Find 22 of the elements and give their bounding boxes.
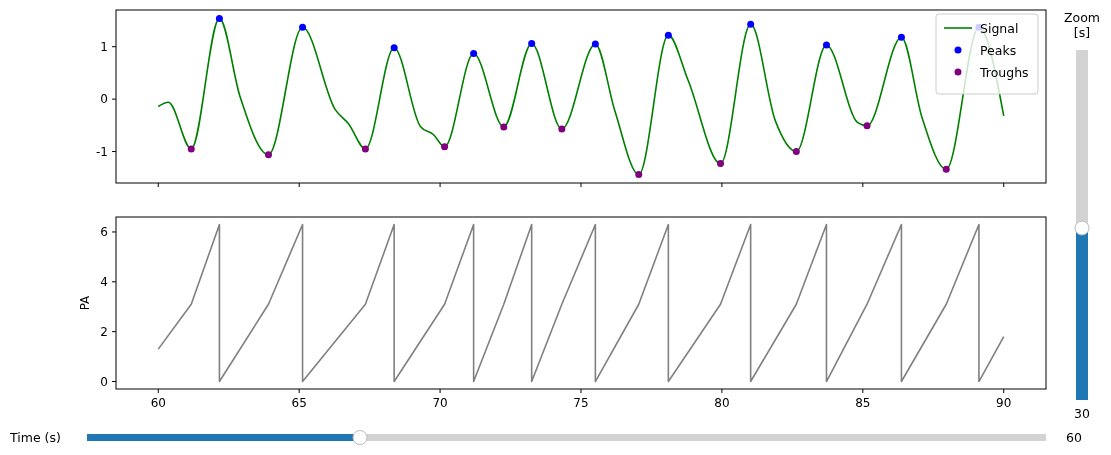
x-tick-label: 90 [996,396,1012,410]
y-tick-label: 0 [100,374,108,389]
y-tick-label: 6 [100,224,108,239]
x-tick-label: 80 [714,396,730,410]
x-tick-label: 85 [855,396,871,410]
y-tick-label: -1 [96,144,108,159]
legend-label: Signal [980,20,1019,36]
y-tick-label: 0 [100,92,108,107]
y-tick-label: 4 [100,274,108,289]
legend-label: Troughs [979,64,1029,80]
text: Zoom [s] [1063,10,1101,40]
y-tick-label: 2 [100,324,108,339]
x-tick-label: 60 [150,396,166,410]
legend-label: Peaks [980,42,1017,58]
text: Time (s) [9,430,61,445]
y-tick-label: 1 [100,39,108,54]
y-axis-title: PA [78,294,92,311]
text: 30 [1074,406,1090,421]
x-tick-label: 75 [573,396,589,410]
text: 60 [1066,430,1082,445]
x-tick-label: 65 [291,396,307,410]
x-tick-label: 70 [432,396,448,410]
